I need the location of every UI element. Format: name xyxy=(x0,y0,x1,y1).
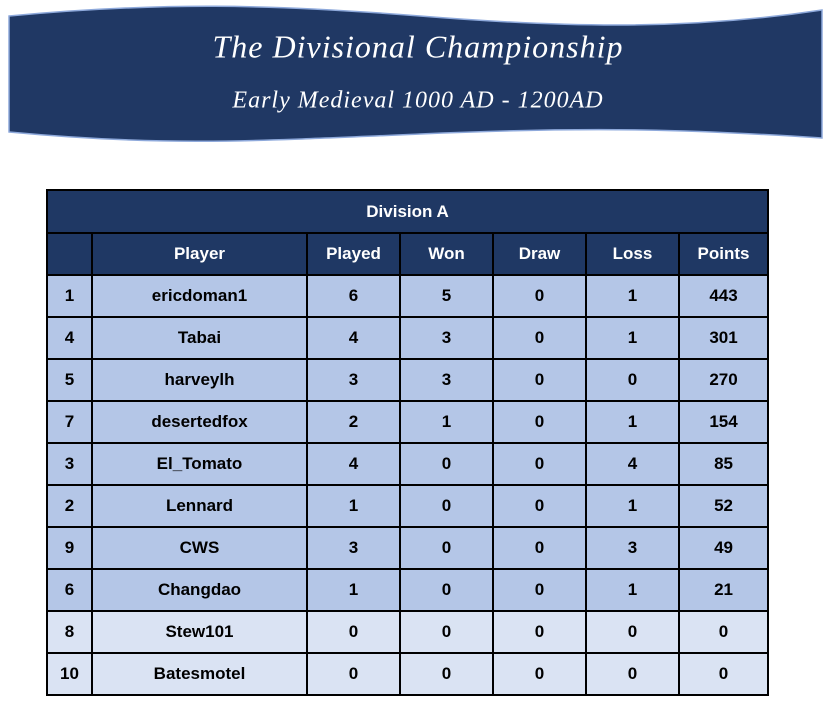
table-cell: 1 xyxy=(585,400,680,444)
table-cell: 4 xyxy=(306,316,401,360)
table-cell: 1 xyxy=(585,568,680,612)
table-row: 8 Stew101 0 0 0 0 0 xyxy=(46,610,770,654)
table-cell: 3 xyxy=(306,358,401,402)
table-cell: 0 xyxy=(399,652,494,696)
table-cell: Lennard xyxy=(91,484,308,528)
table-cell: El_Tomato xyxy=(91,442,308,486)
table-cell: 1 xyxy=(306,484,401,528)
table-cell: CWS xyxy=(91,526,308,570)
table-cell: 10 xyxy=(46,652,93,696)
table-cell: 5 xyxy=(399,274,494,318)
table-cell: 270 xyxy=(677,358,770,402)
table-cell: 9 xyxy=(46,526,93,570)
table-cell: 0 xyxy=(492,358,587,402)
subtitle: Early Medieval 1000 AD - 1200AD xyxy=(231,88,603,114)
table-row: 4 Tabai 4 3 0 1 301 xyxy=(46,316,770,360)
table-cell: 3 xyxy=(306,526,401,570)
rank-header xyxy=(46,232,93,276)
header-row: Player Played Won Draw Loss Points xyxy=(46,232,770,276)
table-cell: 3 xyxy=(46,442,93,486)
table-cell: 0 xyxy=(585,358,680,402)
table-cell: 1 xyxy=(585,274,680,318)
column-header: Loss xyxy=(585,232,680,276)
table-cell: 1 xyxy=(585,316,680,360)
table-cell: 5 xyxy=(46,358,93,402)
column-header: Points xyxy=(677,232,770,276)
table-cell: 0 xyxy=(399,484,494,528)
table-cell: 21 xyxy=(677,568,770,612)
table-row: 10 Batesmotel 0 0 0 0 0 xyxy=(46,652,770,696)
table-cell: 6 xyxy=(306,274,401,318)
table-cell: Stew101 xyxy=(91,610,308,654)
table-cell: 0 xyxy=(677,652,770,696)
table-cell: 0 xyxy=(492,610,587,654)
division-title: Division A xyxy=(45,189,770,234)
table-cell: 0 xyxy=(492,652,587,696)
table-cell: 0 xyxy=(306,610,401,654)
column-header: Won xyxy=(399,232,494,276)
title: The Divisional Championship xyxy=(212,28,623,64)
table-cell: 85 xyxy=(677,442,770,486)
table-cell: 2 xyxy=(46,484,93,528)
table-cell: Changdao xyxy=(91,568,308,612)
table-cell: harveylh xyxy=(91,358,308,402)
table-cell: 301 xyxy=(677,316,770,360)
table-row: 9 CWS 3 0 0 3 49 xyxy=(46,526,770,570)
table-row: 2 Lennard 1 0 0 1 52 xyxy=(46,484,770,528)
table-cell: 0 xyxy=(585,610,680,654)
table-cell: 3 xyxy=(585,526,680,570)
table-cell: Batesmotel xyxy=(91,652,308,696)
column-header: Draw xyxy=(492,232,587,276)
table-cell: 0 xyxy=(492,400,587,444)
table-cell: 0 xyxy=(585,652,680,696)
table-cell: 49 xyxy=(677,526,770,570)
table-cell: 4 xyxy=(306,442,401,486)
banner: The Divisional Championship Early Mediev… xyxy=(8,5,823,143)
table-cell: 0 xyxy=(492,568,587,612)
table-cell: 4 xyxy=(585,442,680,486)
table-cell: 443 xyxy=(677,274,770,318)
table-cell: 1 xyxy=(585,484,680,528)
table-row: 1 ericdoman1 6 5 0 1 443 xyxy=(46,274,770,318)
table-cell: 3 xyxy=(399,358,494,402)
table-cell: 154 xyxy=(677,400,770,444)
table-cell: 0 xyxy=(399,526,494,570)
table-cell: 7 xyxy=(46,400,93,444)
table-cell: 8 xyxy=(46,610,93,654)
standings-table: Division A Player Played Won Draw Loss Points… xyxy=(45,189,770,696)
table-cell: 0 xyxy=(399,568,494,612)
table-cell: 0 xyxy=(492,526,587,570)
table-cell: 6 xyxy=(46,568,93,612)
table-cell: 0 xyxy=(677,610,770,654)
table-cell: 1 xyxy=(46,274,93,318)
table-row: 7 desertedfox 2 1 0 1 154 xyxy=(46,400,770,444)
table-cell: ericdoman1 xyxy=(91,274,308,318)
table-cell: 2 xyxy=(306,400,401,444)
table-row: 5 harveylh 3 3 0 0 270 xyxy=(46,358,770,402)
table-cell: 0 xyxy=(399,610,494,654)
table-cell: 0 xyxy=(492,274,587,318)
table-cell: 0 xyxy=(399,442,494,486)
table-cell: 0 xyxy=(306,652,401,696)
table-cell: 0 xyxy=(492,484,587,528)
column-header: Played xyxy=(306,232,401,276)
table-cell: 0 xyxy=(492,316,587,360)
banner-shape xyxy=(8,5,823,143)
column-header: Player xyxy=(91,232,308,276)
table-cell: 1 xyxy=(306,568,401,612)
table-cell: 3 xyxy=(399,316,494,360)
table-cell: desertedfox xyxy=(91,400,308,444)
table-cell: Tabai xyxy=(91,316,308,360)
table-cell: 0 xyxy=(492,442,587,486)
table-cell: 52 xyxy=(677,484,770,528)
table-cell: 4 xyxy=(46,316,93,360)
table-row: 3 El_Tomato 4 0 0 4 85 xyxy=(46,442,770,486)
table-row: 6 Changdao 1 0 0 1 21 xyxy=(46,568,770,612)
table-cell: 1 xyxy=(399,400,494,444)
